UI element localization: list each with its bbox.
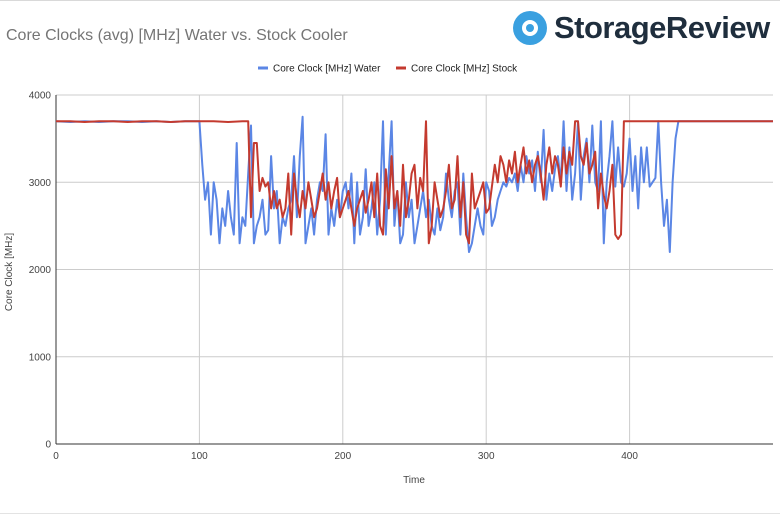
series-line-stock	[56, 120, 773, 245]
series-line-water	[55, 115, 773, 253]
brand-logo-icon	[513, 11, 547, 45]
x-tick-label: 100	[191, 451, 208, 462]
brand-logo: StorageReview	[512, 10, 770, 46]
y-tick-label: 2000	[29, 265, 52, 276]
y-tick-label: 3000	[29, 178, 52, 189]
brand-name: StorageReview	[554, 10, 770, 45]
chart-series	[55, 115, 773, 253]
bottom-border	[0, 513, 780, 514]
legend-label: Core Clock [MHz] Water	[273, 64, 381, 75]
chart-title: Core Clocks (avg) [MHz] Water vs. Stock …	[6, 27, 348, 44]
legend-label: Core Clock [MHz] Stock	[411, 64, 518, 75]
x-tick-label: 400	[621, 451, 638, 462]
y-tick-label: 1000	[29, 352, 52, 363]
x-tick-label: 200	[334, 451, 351, 462]
x-tick-label: 0	[53, 451, 59, 462]
chart-axes: 0 1000 2000 3000 4000 0 100 200 300 400	[29, 91, 773, 462]
chart-legend: Core Clock [MHz] Water Core Clock [MHz] S…	[258, 64, 518, 75]
chart-grid	[56, 94, 773, 444]
y-tick-label: 0	[45, 440, 51, 451]
top-border	[0, 0, 780, 1]
x-axis-label: Time	[403, 475, 425, 486]
y-tick-label: 4000	[29, 91, 52, 102]
y-axis-label: Core Clock [MHz]	[4, 233, 15, 312]
x-tick-label: 300	[478, 451, 495, 462]
